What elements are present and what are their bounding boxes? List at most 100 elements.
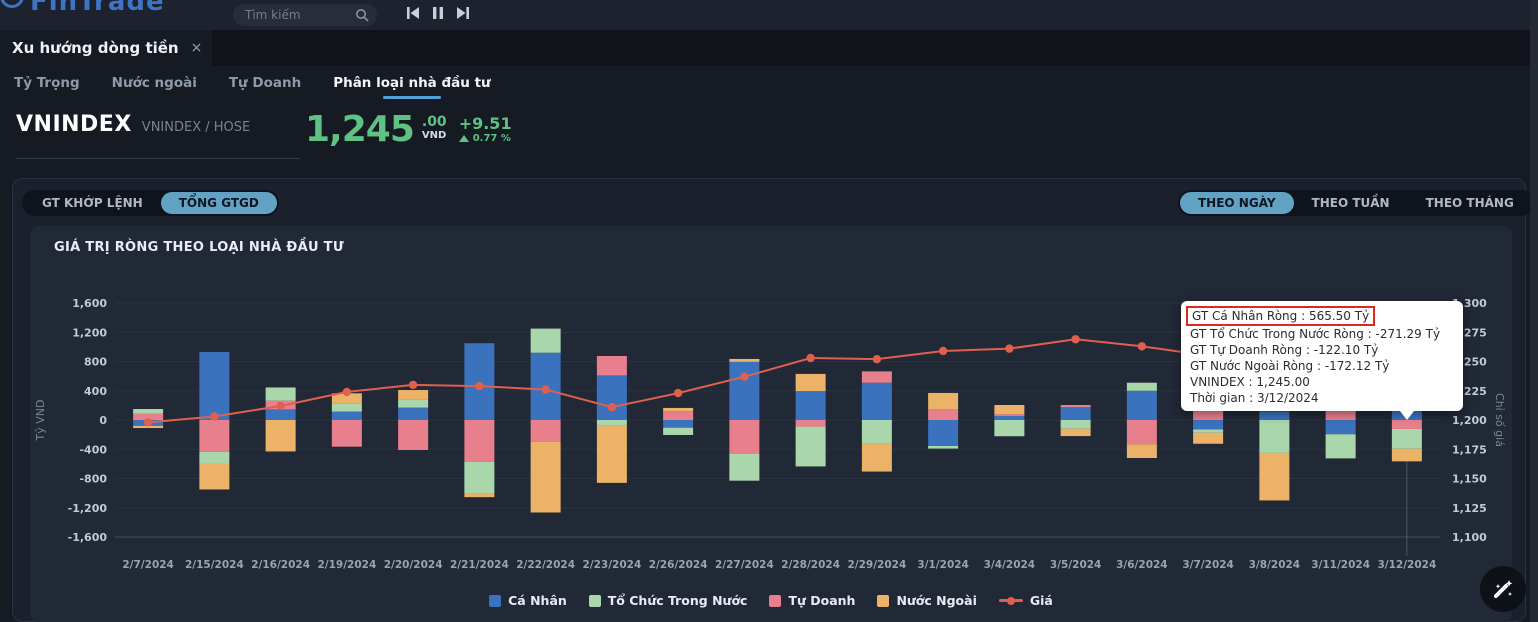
bar-segment-tự-doanh[interactable] [596, 356, 627, 376]
bar-segment-tự-doanh[interactable] [464, 420, 495, 462]
price-dot[interactable] [1005, 344, 1014, 353]
bar-segment-tổ-chức-trong-nước[interactable] [1259, 420, 1290, 453]
bar-segment-tự-doanh[interactable] [199, 420, 230, 452]
bar-segment-cá-nhân[interactable] [398, 407, 429, 420]
bar-segment-tổ-chức-trong-nước[interactable] [398, 399, 429, 408]
bar-segment-tự-doanh[interactable] [1391, 420, 1422, 429]
bar-segment-cá-nhân[interactable] [1126, 390, 1157, 420]
skip-back-icon[interactable] [405, 5, 421, 21]
bar-segment-nước-ngoài[interactable] [729, 358, 760, 362]
bar-segment-tự-doanh[interactable] [795, 420, 826, 427]
bar-segment-nước-ngoài[interactable] [596, 425, 627, 483]
legend-item-tổ-chức-trong-nước[interactable]: Tổ Chức Trong Nước [588, 593, 747, 608]
bar-segment-tổ-chức-trong-nước[interactable] [596, 420, 627, 426]
bar-segment-tự-doanh[interactable] [729, 420, 760, 454]
bar-segment-tự-doanh[interactable] [331, 420, 362, 447]
bar-segment-tổ-chức-trong-nước[interactable] [663, 427, 694, 435]
bar-segment-cá-nhân[interactable] [1325, 420, 1356, 435]
bar-segment-nước-ngoài[interactable] [265, 420, 296, 452]
bar-segment-tổ-chức-trong-nước[interactable] [1391, 428, 1422, 449]
bar-segment-cá-nhân[interactable] [331, 411, 362, 420]
search-box[interactable] [233, 4, 377, 26]
bar-segment-cá-nhân[interactable] [663, 420, 694, 428]
period-theo-tháng[interactable]: THEO THÁNG [1425, 196, 1514, 210]
close-icon[interactable]: × [190, 40, 203, 56]
price-dot[interactable] [541, 385, 550, 394]
sub-tab-tự-doanh[interactable]: Tự Doanh [228, 75, 302, 91]
toggle-gt-khớp-lệnh[interactable]: GT KHỚP LỆNH [42, 196, 143, 210]
bar-segment-tổ-chức-trong-nước[interactable] [199, 451, 230, 464]
price-dot[interactable] [673, 388, 683, 398]
price-dot[interactable] [475, 381, 484, 391]
bar-segment-tự-doanh[interactable] [1126, 420, 1157, 445]
bar-segment-nước-ngoài[interactable] [199, 463, 230, 490]
skip-forward-icon[interactable] [455, 5, 471, 21]
bar-segment-nước-ngoài[interactable] [861, 443, 892, 472]
bar-segment-tổ-chức-trong-nước[interactable] [861, 420, 892, 444]
bar-segment-nước-ngoài[interactable] [994, 405, 1025, 415]
bar-segment-tự-doanh[interactable] [398, 420, 429, 450]
bar-segment-cá-nhân[interactable] [994, 415, 1025, 420]
period-theo-tuần[interactable]: THEO TUẦN [1311, 196, 1390, 210]
bar-segment-cá-nhân[interactable] [199, 351, 230, 420]
bar-segment-tổ-chức-trong-nước[interactable] [1325, 434, 1356, 459]
bar-segment-tổ-chức-trong-nước[interactable] [331, 403, 362, 412]
bar-segment-cá-nhân[interactable] [265, 409, 296, 420]
period-theo-ngày[interactable]: THEO NGÀY [1180, 192, 1294, 214]
bar-segment-nước-ngoài[interactable] [530, 441, 561, 513]
bar-segment-tự-doanh[interactable] [663, 411, 694, 420]
bar-segment-tổ-chức-trong-nước[interactable] [265, 387, 296, 401]
price-dot[interactable] [408, 380, 418, 390]
price-dot[interactable] [872, 354, 882, 364]
bar-segment-nước-ngoài[interactable] [331, 393, 362, 404]
pause-icon[interactable] [431, 5, 445, 21]
bar-segment-tổ-chức-trong-nước[interactable] [1193, 429, 1224, 433]
bar-segment-tự-doanh[interactable] [133, 413, 164, 420]
price-dot[interactable] [210, 412, 219, 421]
price-dot[interactable] [1137, 342, 1147, 351]
bar-segment-cá-nhân[interactable] [795, 391, 826, 420]
price-dot[interactable] [143, 418, 153, 427]
scrollbar-gutter[interactable] [1530, 0, 1538, 622]
legend-item-tự-doanh[interactable]: Tự Doanh [769, 593, 855, 608]
bar-segment-cá-nhân[interactable] [1259, 411, 1290, 420]
bar-segment-nước-ngoài[interactable] [795, 373, 826, 392]
bar-segment-tự-doanh[interactable] [1060, 405, 1091, 408]
bar-segment-tổ-chức-trong-nước[interactable] [530, 328, 561, 353]
bar-segment-tự-doanh[interactable] [1193, 409, 1224, 420]
legend-item-cá-nhân[interactable]: Cá Nhân [489, 593, 567, 608]
price-dot[interactable] [740, 372, 749, 381]
bar-segment-tự-doanh[interactable] [861, 371, 892, 383]
price-dot[interactable] [1071, 335, 1080, 344]
bar-segment-nước-ngoài[interactable] [1391, 448, 1422, 462]
bar-segment-tổ-chức-trong-nước[interactable] [795, 426, 826, 467]
search-input[interactable] [245, 8, 355, 22]
bar-segment-tự-doanh[interactable] [1325, 410, 1356, 420]
price-dot[interactable] [607, 402, 617, 412]
bar-segment-tổ-chức-trong-nước[interactable] [133, 409, 164, 414]
sub-tab-tỷ-trọng[interactable]: Tỷ Trọng [14, 75, 80, 91]
tab-xu-huong-dong-tien[interactable]: Xu hướng dòng tiền × [0, 30, 212, 66]
sub-tab-nước-ngoài[interactable]: Nước ngoài [111, 75, 197, 91]
bar-segment-tổ-chức-trong-nước[interactable] [729, 453, 760, 481]
bar-segment-cá-nhân[interactable] [596, 375, 627, 420]
bar-segment-cá-nhân[interactable] [928, 420, 959, 446]
bar-segment-tự-doanh[interactable] [928, 409, 959, 420]
bar-segment-tổ-chức-trong-nước[interactable] [928, 445, 959, 449]
bar-segment-tổ-chức-trong-nước[interactable] [994, 420, 1025, 437]
bar-segment-nước-ngoài[interactable] [1126, 444, 1157, 459]
price-dot[interactable] [342, 387, 352, 397]
bar-segment-tự-doanh[interactable] [530, 420, 561, 442]
toggle-tổng-gtgd[interactable]: TỔNG GTGD [160, 192, 277, 214]
price-dot[interactable] [806, 353, 815, 363]
bar-segment-cá-nhân[interactable] [1193, 420, 1224, 430]
bar-segment-cá-nhân[interactable] [729, 361, 760, 420]
bar-segment-tổ-chức-trong-nước[interactable] [1060, 420, 1091, 429]
bar-segment-cá-nhân[interactable] [1060, 407, 1091, 420]
bar-segment-nước-ngoài[interactable] [663, 407, 694, 412]
magic-wand-button[interactable] [1480, 566, 1526, 612]
legend-item-giá[interactable]: Giá [998, 593, 1053, 608]
bar-segment-tự-doanh[interactable] [994, 414, 1025, 416]
bar-segment-nước-ngoài[interactable] [398, 390, 429, 400]
legend-item-nước-ngoài[interactable]: Nước Ngoài [877, 593, 977, 608]
